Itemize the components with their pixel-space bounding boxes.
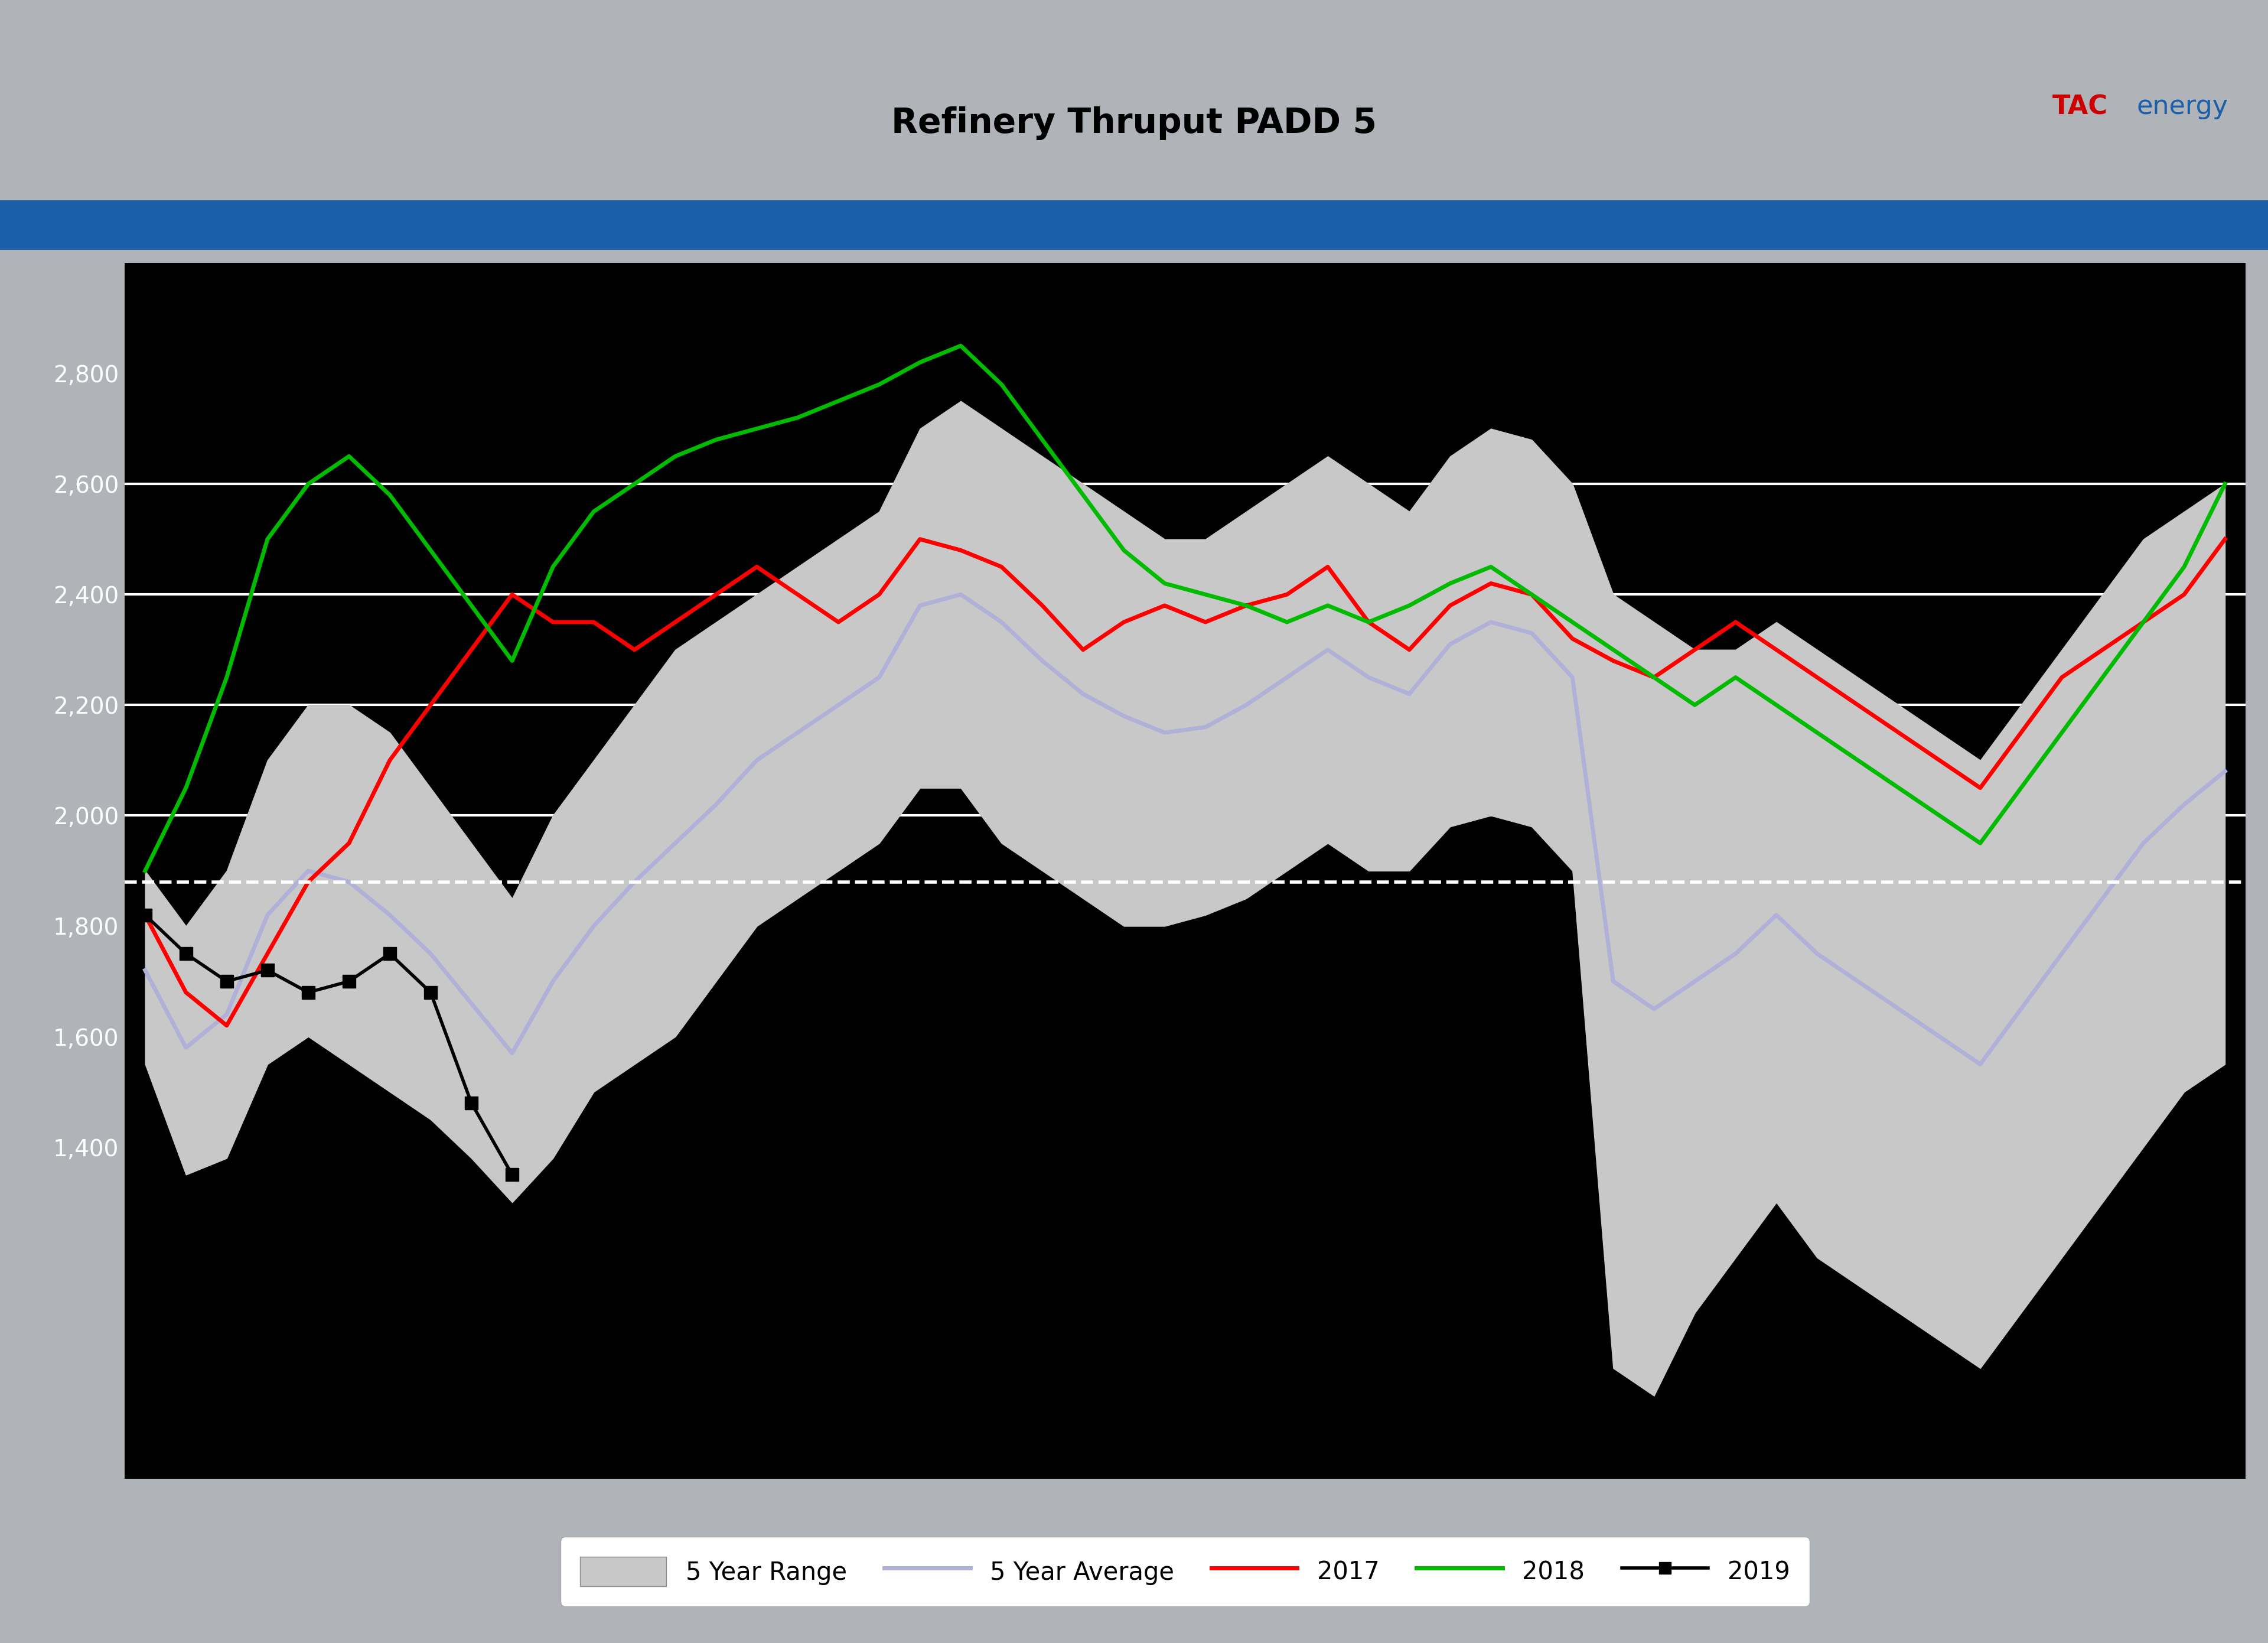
Text: energy: energy — [2136, 94, 2227, 120]
Legend: 5 Year Range, 5 Year Average, 2017, 2018, 2019: 5 Year Range, 5 Year Average, 2017, 2018… — [560, 1536, 1810, 1607]
Text: TAC: TAC — [2053, 94, 2109, 120]
Text: Refinery Thruput PADD 5: Refinery Thruput PADD 5 — [891, 107, 1377, 140]
